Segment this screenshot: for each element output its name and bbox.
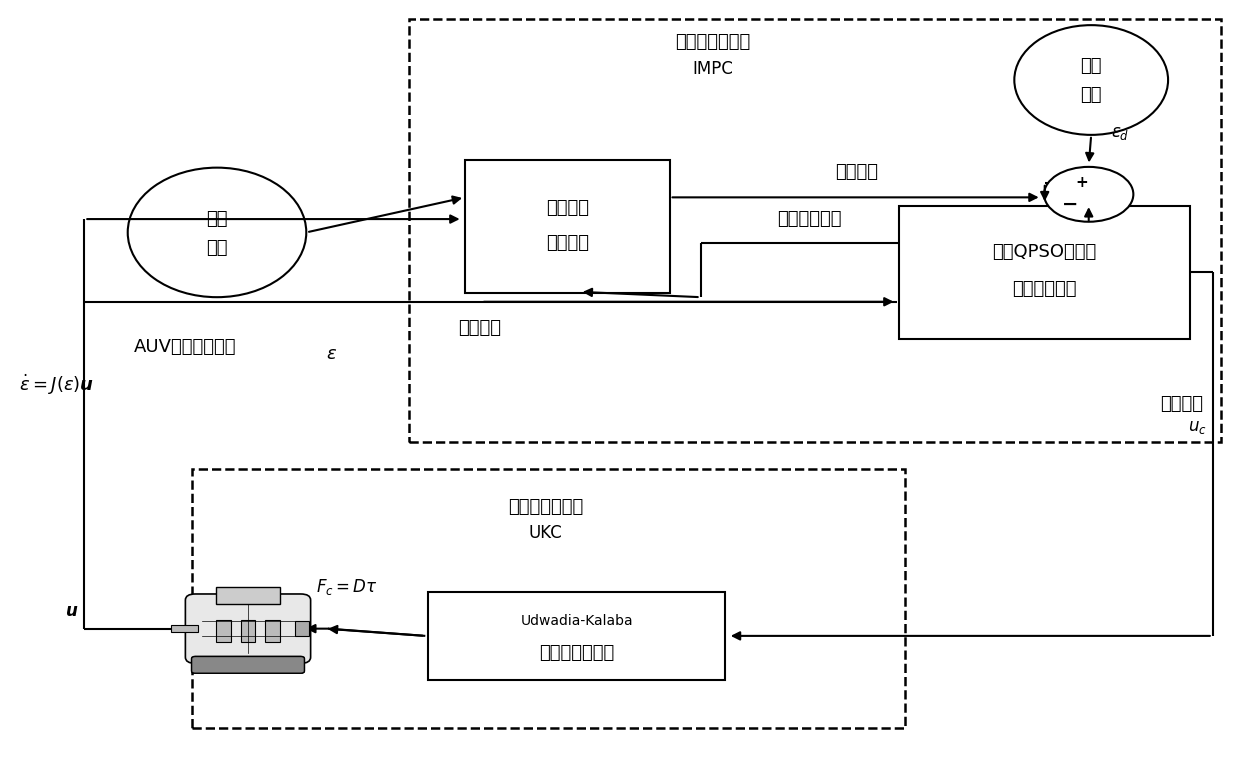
Circle shape <box>1044 167 1133 222</box>
Bar <box>217 588 280 604</box>
Text: UKC: UKC <box>528 524 563 543</box>
Ellipse shape <box>128 168 306 297</box>
Text: 运动学控制器：: 运动学控制器： <box>676 33 750 51</box>
Text: 系统约束: 系统约束 <box>458 319 501 337</box>
Text: IMPC: IMPC <box>693 59 733 78</box>
Bar <box>428 592 725 680</box>
Bar <box>241 620 255 642</box>
Text: 的显式约束方程: 的显式约束方程 <box>539 644 614 661</box>
Text: $\varepsilon_d$: $\varepsilon_d$ <box>1111 123 1130 142</box>
Text: AUV下一时刻状态: AUV下一时刻状态 <box>134 338 237 356</box>
Text: 离散状态: 离散状态 <box>546 199 589 216</box>
Text: 轨迹: 轨迹 <box>1080 86 1102 104</box>
Text: 动力学控制器：: 动力学控制器： <box>508 498 583 516</box>
Ellipse shape <box>1014 25 1168 135</box>
FancyBboxPatch shape <box>191 657 305 674</box>
Text: 预测输出: 预测输出 <box>836 162 878 181</box>
Text: −: − <box>1061 194 1078 213</box>
Text: $\varepsilon$: $\varepsilon$ <box>326 345 337 363</box>
Text: 未来控制序列: 未来控制序列 <box>776 210 842 228</box>
Text: 状态: 状态 <box>206 239 228 257</box>
Text: $\boldsymbol{F_c}=D\tau$: $\boldsymbol{F_c}=D\tau$ <box>316 577 378 597</box>
Bar <box>216 620 231 642</box>
FancyBboxPatch shape <box>191 657 305 674</box>
Text: 通过QPSO求解的: 通过QPSO求解的 <box>992 243 1097 261</box>
Text: 动态目标函数: 动态目标函数 <box>1012 280 1078 298</box>
Text: Udwadia-Kalaba: Udwadia-Kalaba <box>521 613 632 628</box>
Text: 期望: 期望 <box>1080 57 1102 75</box>
Text: 控制输入: 控制输入 <box>1159 395 1203 413</box>
Bar <box>899 206 1190 339</box>
Bar <box>265 620 280 642</box>
Text: 初始: 初始 <box>206 210 228 228</box>
Text: $\boldsymbol{u_c}$: $\boldsymbol{u_c}$ <box>1188 418 1207 436</box>
Bar <box>192 469 905 728</box>
Text: $\dot{\varepsilon}=J(\varepsilon)\boldsymbol{u}$: $\dot{\varepsilon}=J(\varepsilon)\boldsy… <box>19 373 94 397</box>
Bar <box>295 621 310 636</box>
Bar <box>171 625 198 632</box>
Text: 空间模型: 空间模型 <box>546 235 589 252</box>
Text: $\boldsymbol{u}$: $\boldsymbol{u}$ <box>64 601 78 620</box>
Text: +: + <box>1075 175 1089 190</box>
FancyBboxPatch shape <box>186 594 310 663</box>
Bar <box>465 160 670 293</box>
Bar <box>409 19 1221 442</box>
